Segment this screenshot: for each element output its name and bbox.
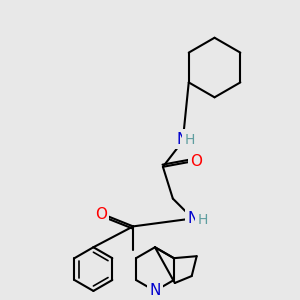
Text: O: O: [95, 207, 107, 222]
Text: H: H: [184, 133, 195, 147]
Text: N: N: [149, 284, 161, 298]
Text: O: O: [190, 154, 202, 169]
Text: H: H: [197, 213, 208, 227]
Text: N: N: [187, 211, 198, 226]
Text: N: N: [176, 131, 188, 146]
